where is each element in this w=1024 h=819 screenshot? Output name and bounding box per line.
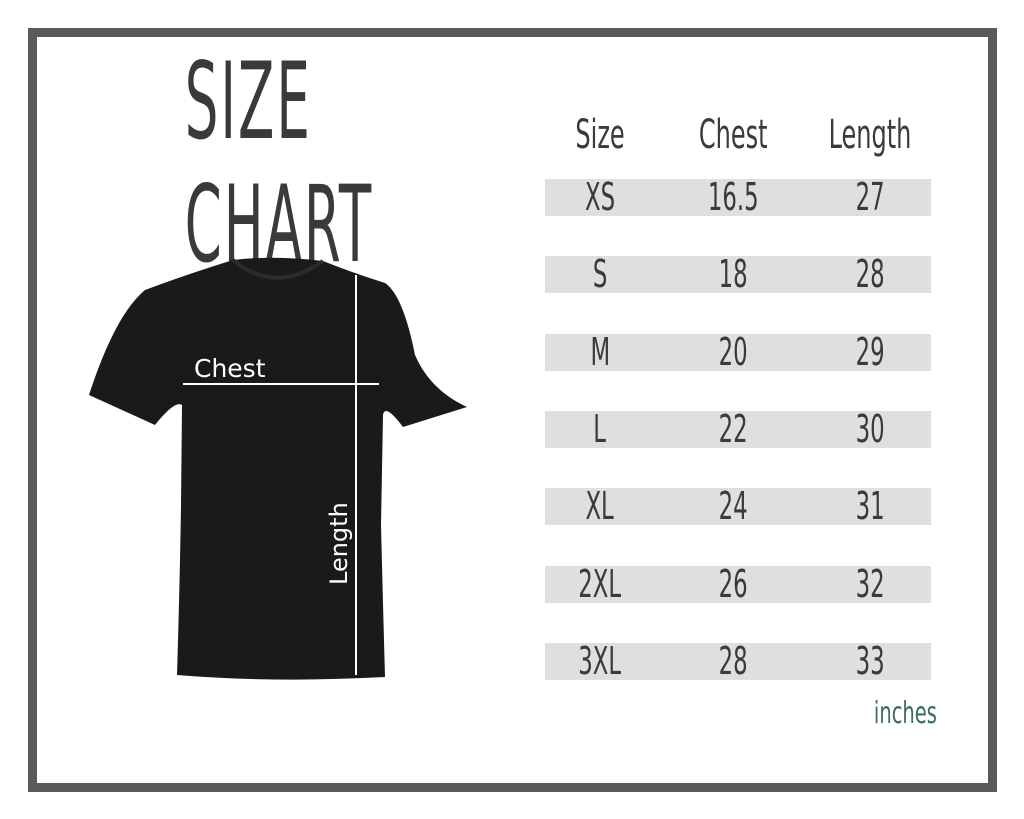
chest-cell: 18	[718, 252, 748, 297]
length-cell: 32	[855, 561, 885, 606]
chest-cell: 24	[718, 484, 748, 529]
size-cell: M	[590, 329, 610, 374]
table-row	[545, 410, 931, 448]
chest-cell: 26	[718, 561, 748, 606]
header-size: Size	[575, 112, 625, 158]
size-cell: S	[592, 252, 608, 297]
chest-cell: 16.5	[707, 175, 759, 219]
length-cell: 28	[855, 252, 885, 297]
length-cell: 31	[855, 484, 885, 529]
chest-cell: 28	[718, 638, 748, 683]
table-row	[545, 488, 931, 526]
length-cell: 30	[855, 406, 885, 451]
size-cell: 2XL	[578, 561, 622, 606]
title-text: SIZE CHART	[184, 40, 374, 286]
size-cell: XS	[584, 175, 616, 219]
table-row	[545, 642, 931, 680]
table-row	[545, 565, 931, 603]
size-cell: XL	[585, 484, 615, 529]
header-length: Length	[828, 112, 912, 158]
table-row	[545, 333, 931, 371]
table-row	[545, 256, 931, 294]
units-label: inches	[873, 696, 937, 731]
length-cell: 27	[855, 175, 885, 219]
tshirt-icon	[89, 257, 467, 680]
chest-label: Chest	[194, 354, 266, 383]
length-cell: 33	[855, 638, 885, 683]
chest-cell: 22	[718, 406, 748, 451]
header-chest: Chest	[698, 112, 768, 158]
length-label: Length	[325, 502, 353, 585]
chest-cell: 20	[718, 329, 748, 374]
table-row	[545, 179, 931, 216]
size-cell: 3XL	[578, 638, 622, 683]
length-cell: 29	[855, 329, 885, 374]
page-title: SIZE CHART	[113, 40, 445, 286]
size-cell: L	[593, 406, 607, 451]
tshirt-diagram: Chest Length	[89, 257, 467, 680]
